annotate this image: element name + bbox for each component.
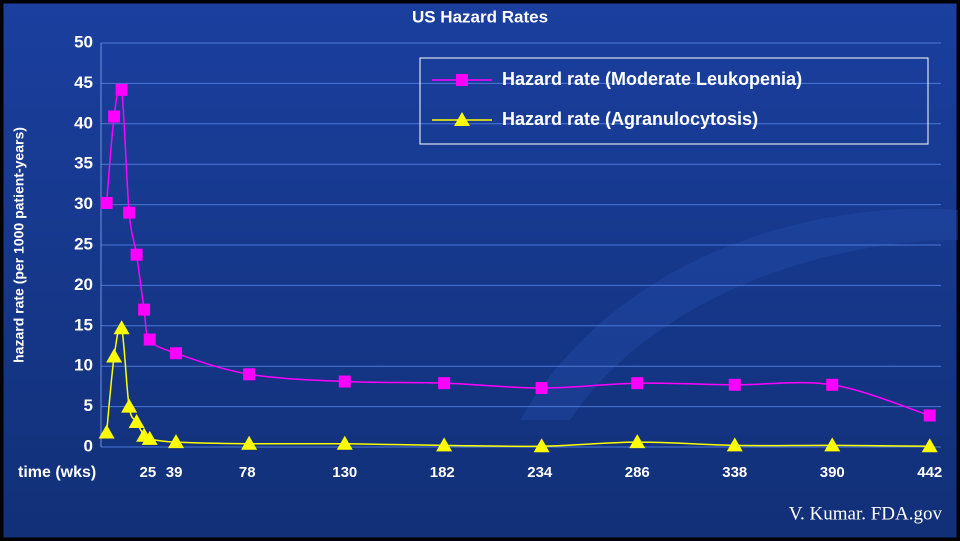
- marker: [100, 196, 113, 209]
- x-tick-label: 234: [527, 464, 553, 481]
- x-tick-label: 182: [430, 464, 455, 481]
- x-tick-label: 442: [917, 464, 942, 481]
- y-tick-label: 45: [74, 73, 93, 92]
- legend-box: [419, 57, 929, 145]
- y-tick-label: 10: [74, 356, 93, 375]
- x-tick-label: 39: [166, 464, 183, 481]
- marker: [629, 434, 646, 449]
- marker: [121, 398, 138, 413]
- y-tick-label: 0: [84, 436, 93, 455]
- y-tick-label: 20: [74, 275, 93, 294]
- marker: [243, 368, 256, 381]
- y-tick-label: 40: [74, 113, 93, 132]
- marker: [535, 382, 548, 395]
- marker: [138, 303, 151, 316]
- marker: [123, 206, 136, 219]
- marker: [824, 437, 841, 452]
- y-tick-label: 35: [74, 154, 93, 173]
- y-tick-label: 50: [74, 32, 93, 51]
- marker: [456, 74, 468, 86]
- y-tick-label: 15: [74, 315, 93, 334]
- chart-title: US Hazard Rates: [412, 7, 548, 26]
- y-axis-label: hazard rate (per 1000 patient-years): [11, 127, 27, 363]
- marker: [826, 378, 839, 391]
- marker: [454, 112, 470, 126]
- marker: [631, 377, 644, 390]
- marker: [726, 437, 743, 452]
- marker: [168, 434, 184, 449]
- marker: [921, 438, 938, 453]
- x-tick-label: 286: [625, 464, 650, 481]
- marker: [106, 348, 123, 363]
- legend-label: Hazard rate (Agranulocytosis): [502, 109, 758, 129]
- y-tick-label: 5: [84, 396, 93, 415]
- marker: [338, 375, 351, 388]
- marker: [113, 320, 130, 335]
- marker: [170, 347, 182, 360]
- marker: [130, 248, 143, 261]
- x-tick-label: 130: [332, 464, 357, 481]
- marker: [241, 435, 258, 450]
- marker: [923, 409, 936, 422]
- marker: [436, 437, 453, 452]
- y-tick-label: 25: [74, 234, 93, 253]
- legend-label: Hazard rate (Moderate Leukopenia): [502, 69, 802, 89]
- marker: [108, 110, 121, 123]
- x-tick-label: 25: [140, 464, 157, 481]
- annotation: V. Kumar. FDA.gov: [789, 503, 943, 524]
- marker: [115, 83, 128, 96]
- marker: [336, 435, 353, 450]
- marker: [533, 438, 550, 453]
- marker: [98, 424, 115, 439]
- x-tick-label: 390: [820, 464, 845, 481]
- swoosh: [520, 208, 958, 420]
- marker: [143, 333, 156, 346]
- marker: [728, 378, 741, 391]
- marker: [438, 377, 451, 390]
- x-axis-label: time (wks): [18, 464, 96, 481]
- x-tick-label: 338: [722, 464, 747, 481]
- y-tick-label: 30: [74, 194, 93, 213]
- marker: [141, 430, 158, 445]
- marker: [128, 413, 145, 428]
- x-tick-label: 78: [239, 464, 256, 481]
